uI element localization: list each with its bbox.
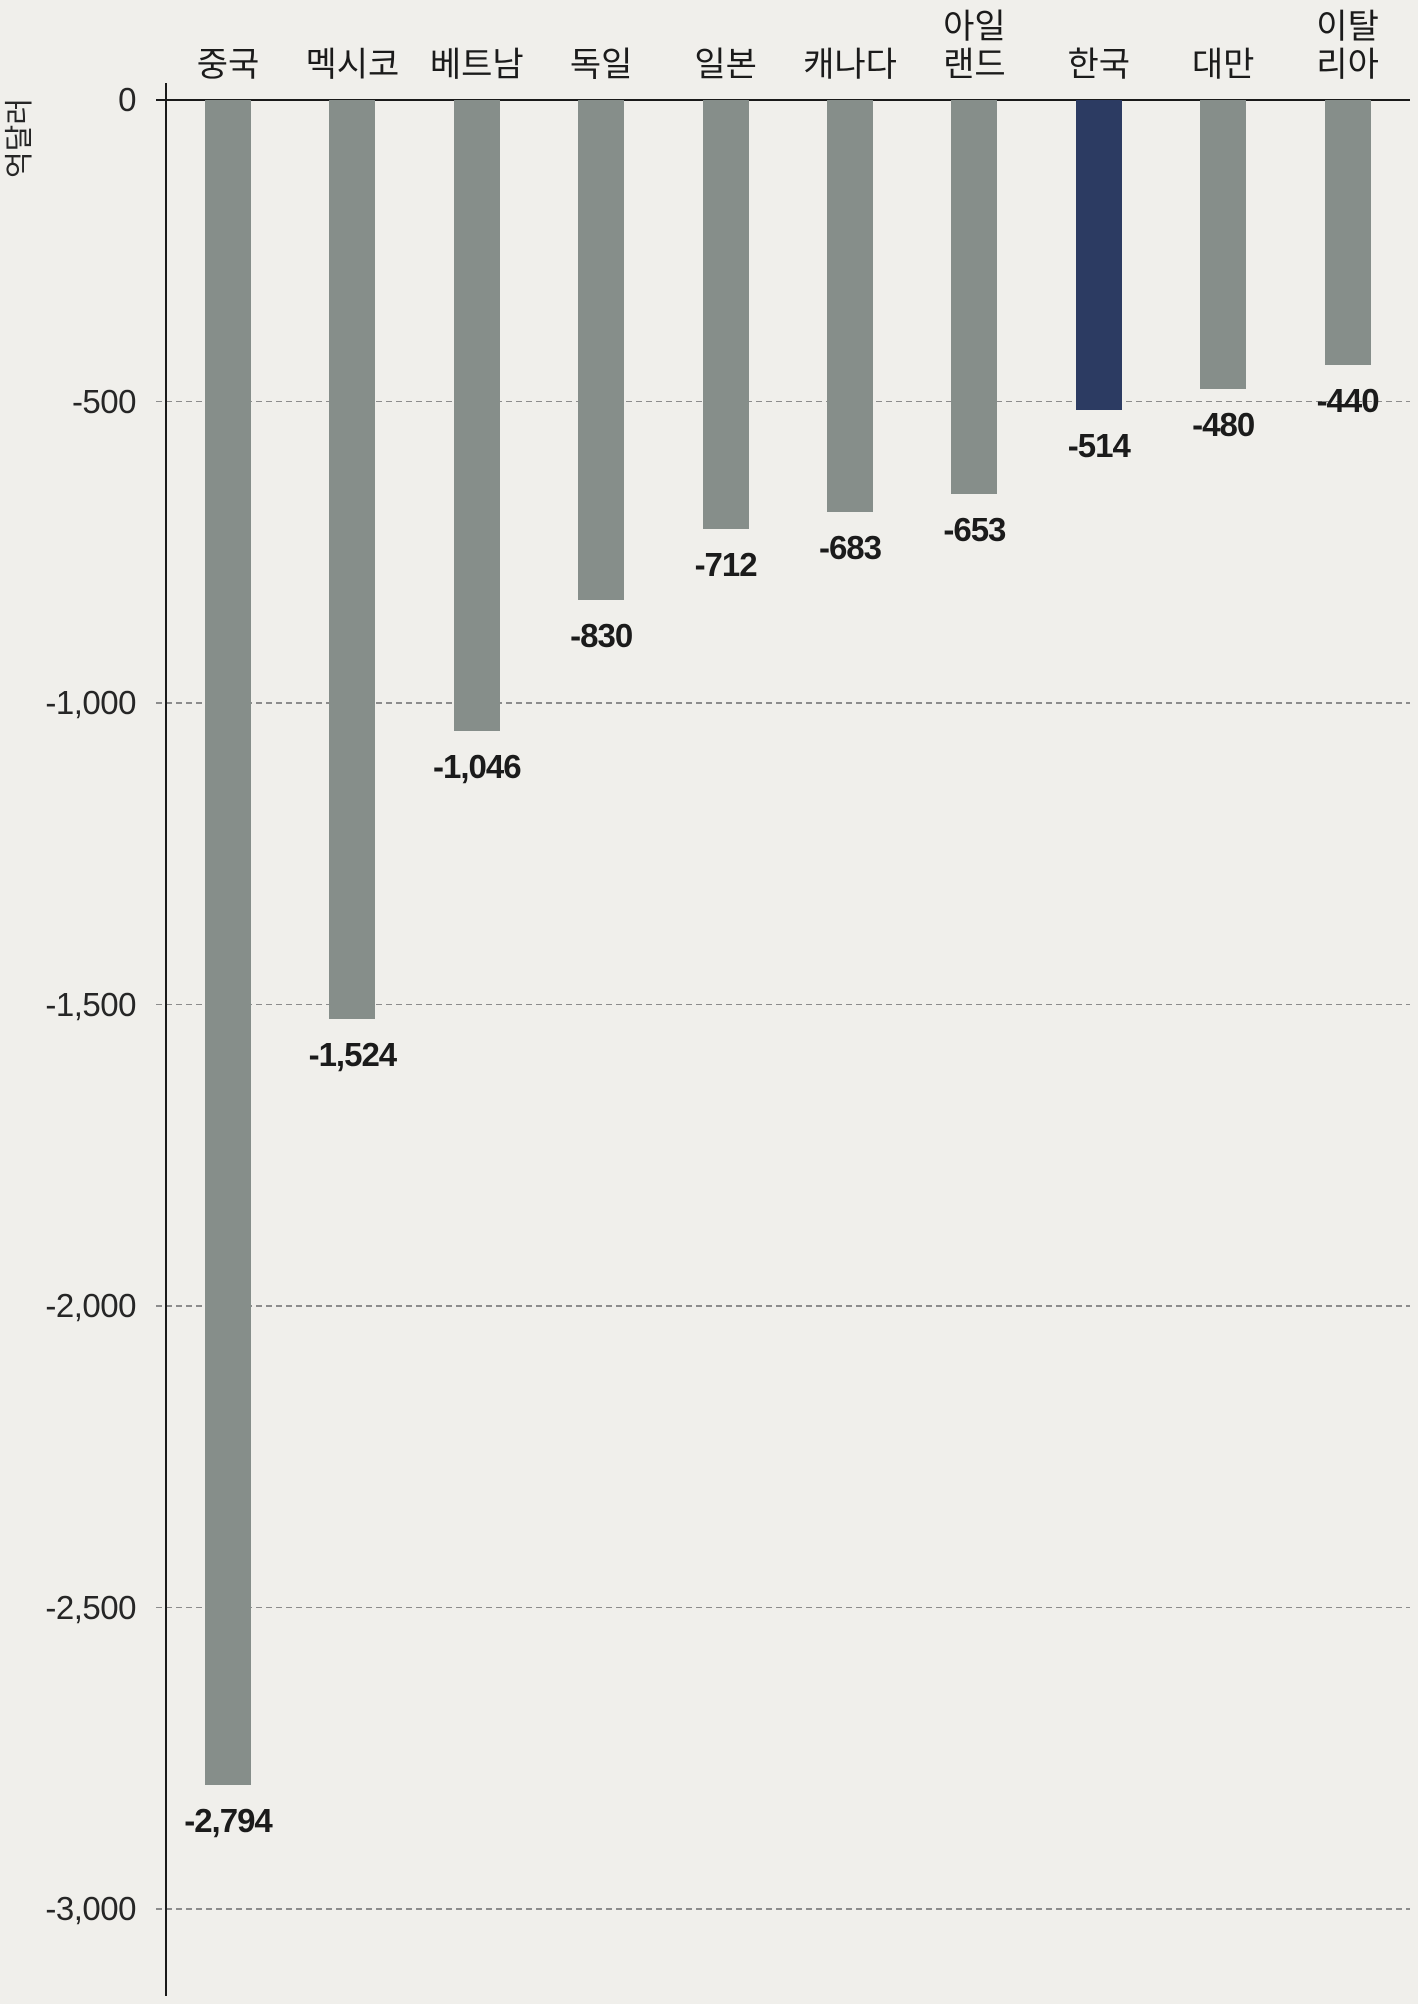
category-label-3: 베트남 bbox=[412, 0, 542, 84]
category-label-2: 멕시코 bbox=[287, 0, 417, 84]
category-label-5: 일본 bbox=[661, 0, 791, 84]
bar-value-label-10: -440 bbox=[1316, 382, 1380, 420]
y-tick-label: -1,000 bbox=[45, 684, 136, 721]
bar-10 bbox=[1324, 100, 1371, 366]
category-label-text: 독일 bbox=[569, 46, 633, 84]
category-label-1: 중국 bbox=[163, 0, 293, 84]
bar-value-label-9: -480 bbox=[1192, 406, 1255, 444]
category-label-10: 이탈리아 bbox=[1283, 0, 1413, 84]
gridline bbox=[156, 1305, 1410, 1307]
category-label-text: 베트남 bbox=[429, 46, 524, 84]
bar-9 bbox=[1200, 100, 1247, 390]
category-label-text: 캐나다 bbox=[803, 46, 897, 84]
bar-value-label-5: -712 bbox=[694, 546, 758, 584]
y-tick-label: 0 bbox=[118, 81, 136, 118]
category-label-text: 일본 bbox=[694, 46, 757, 84]
gridline bbox=[156, 400, 1410, 403]
bar-value-label-1: -2,794 bbox=[184, 1801, 273, 1839]
gridline bbox=[156, 1908, 1410, 1910]
category-label-text: 중국 bbox=[196, 46, 260, 84]
gridline bbox=[156, 1003, 1410, 1006]
gridline bbox=[156, 702, 1410, 704]
y-tick-label: -2,000 bbox=[45, 1287, 136, 1324]
category-label-4: 독일 bbox=[536, 0, 666, 84]
bar-value-label-3: -1,046 bbox=[433, 747, 522, 785]
bar-2 bbox=[329, 100, 376, 1019]
bar-3 bbox=[453, 100, 500, 731]
category-label-8: 한국 bbox=[1034, 0, 1164, 84]
category-label-text: 대만 bbox=[1191, 46, 1255, 84]
category-label-text: 아일랜드 bbox=[943, 8, 1006, 84]
bar-value-label-4: -830 bbox=[570, 617, 633, 655]
y-tick-label: -2,500 bbox=[45, 1588, 136, 1626]
bar-value-label-6: -683 bbox=[818, 528, 882, 566]
bar-7 bbox=[951, 100, 998, 494]
category-label-text: 이탈리아 bbox=[1316, 8, 1379, 84]
category-label-9: 대만 bbox=[1158, 0, 1288, 84]
bar-8 bbox=[1075, 100, 1122, 410]
bar-5 bbox=[702, 100, 749, 530]
bar-4 bbox=[578, 100, 625, 601]
bar-6 bbox=[827, 100, 873, 512]
y-axis-line bbox=[165, 83, 167, 1996]
y-tick-label: -3,000 bbox=[45, 1890, 136, 1927]
zero-line bbox=[156, 99, 1410, 101]
bar-value-label-8: -514 bbox=[1067, 426, 1131, 464]
y-tick-label: -500 bbox=[71, 382, 137, 420]
y-tick-label: -1,500 bbox=[45, 985, 136, 1023]
category-label-text: 한국 bbox=[1067, 46, 1131, 84]
bar-1 bbox=[205, 100, 251, 1785]
category-label-text: 멕시코 bbox=[305, 46, 400, 84]
gridline bbox=[156, 1606, 1410, 1609]
category-label-7: 아일랜드 bbox=[909, 0, 1039, 84]
category-label-6: 캐나다 bbox=[785, 0, 915, 84]
bar-value-label-2: -1,524 bbox=[308, 1035, 398, 1073]
bar-value-label-7: -653 bbox=[943, 510, 1006, 548]
